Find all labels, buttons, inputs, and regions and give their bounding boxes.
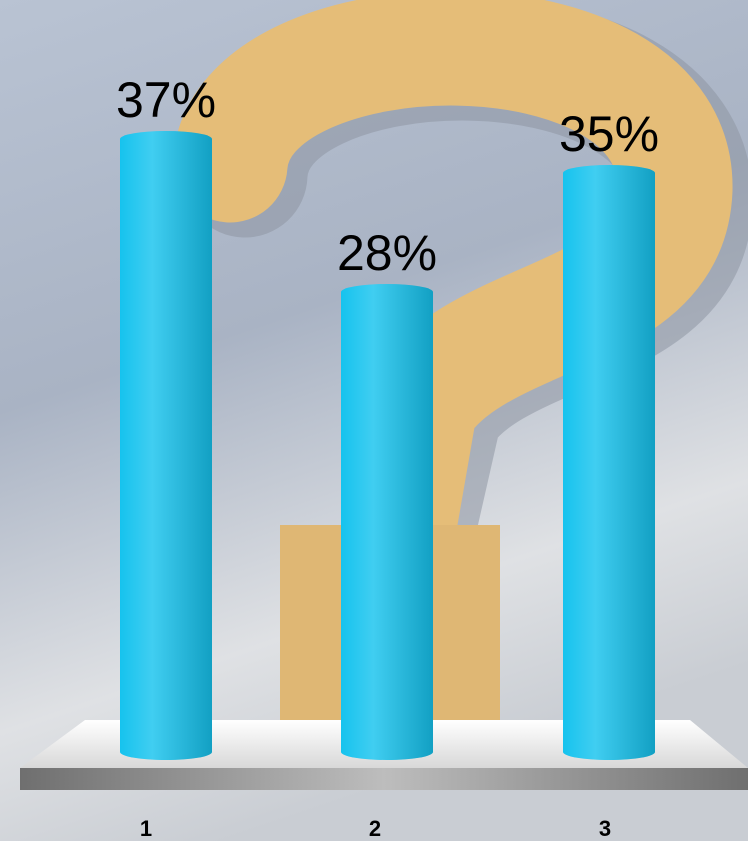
bars-layer: 37% 1 28% 2 35% 3 bbox=[116, 72, 659, 841]
value-label: 28% bbox=[337, 225, 437, 281]
x-tick-label: 3 bbox=[599, 816, 611, 841]
bar-shading bbox=[563, 165, 655, 760]
value-label: 35% bbox=[559, 106, 659, 162]
floor-front bbox=[20, 768, 748, 790]
x-tick-label: 1 bbox=[140, 816, 152, 841]
question-mark bbox=[172, 0, 733, 578]
value-label: 37% bbox=[116, 72, 216, 128]
bar-shading bbox=[120, 131, 212, 760]
x-tick-label: 2 bbox=[369, 816, 381, 841]
bar-shading bbox=[341, 284, 433, 760]
